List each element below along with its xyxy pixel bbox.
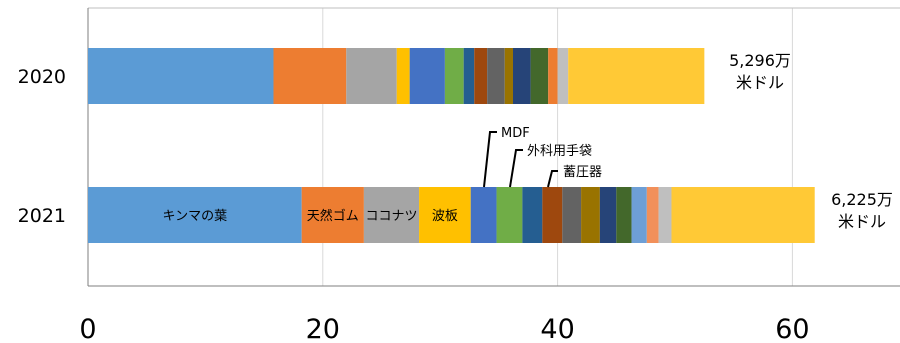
bar-segment [557, 48, 569, 104]
bar-segment [562, 187, 582, 243]
bar-segment [396, 48, 410, 104]
bar-segment [88, 48, 274, 104]
segment-label: ココナツ [365, 209, 417, 224]
bar-segment [631, 187, 647, 243]
bar-segment [530, 48, 549, 104]
bar-segment [496, 187, 523, 243]
segment-label: 波板 [432, 209, 458, 224]
bar-segment [522, 187, 543, 243]
annotation-leader-line [547, 170, 558, 188]
annotation-leader-line [509, 149, 523, 188]
bar-segment [646, 187, 659, 243]
bar-segment [548, 48, 558, 104]
bar-segment [346, 48, 397, 104]
bar-segment [409, 48, 445, 104]
bar-segment [470, 187, 497, 243]
x-tick-label: 40 [540, 314, 574, 343]
bar-segment [599, 187, 617, 243]
y-category-label: 2021 [18, 205, 66, 227]
annotation-leader-line [483, 131, 497, 188]
bar-segment [512, 48, 531, 104]
total-label-line1: 5,296万 [729, 51, 791, 70]
annotation-label: MDF [501, 126, 530, 141]
bar-segment [88, 187, 302, 243]
y-category-label: 2020 [18, 66, 66, 88]
bar-segment [463, 48, 475, 104]
total-label-line1: 6,225万 [831, 190, 893, 209]
annotation-label: 蓄圧器 [563, 165, 602, 180]
x-tick-label: 0 [79, 314, 96, 343]
bar-segment [363, 187, 420, 243]
bar-segment [568, 48, 705, 104]
bar-segment [301, 187, 364, 243]
bar-segment [658, 187, 672, 243]
segment-label: 天然ゴム [307, 208, 359, 224]
bar-segment [542, 187, 563, 243]
bar-segment [581, 187, 600, 243]
bar-segment [671, 187, 815, 243]
total-label-line2: 米ドル [838, 212, 886, 231]
bar-segment [444, 48, 464, 104]
x-tick-label: 60 [775, 314, 809, 343]
bar-segment [504, 48, 513, 104]
bar-segment [487, 48, 505, 104]
bar-segment [419, 187, 471, 243]
x-tick-label: 20 [306, 314, 340, 343]
total-label-line2: 米ドル [736, 73, 784, 92]
segment-label: キンマの葉 [163, 209, 228, 224]
annotation-label: 外科用手袋 [527, 144, 592, 159]
bar-segment [273, 48, 347, 104]
bar-segment [616, 187, 632, 243]
bar-segment [474, 48, 488, 104]
